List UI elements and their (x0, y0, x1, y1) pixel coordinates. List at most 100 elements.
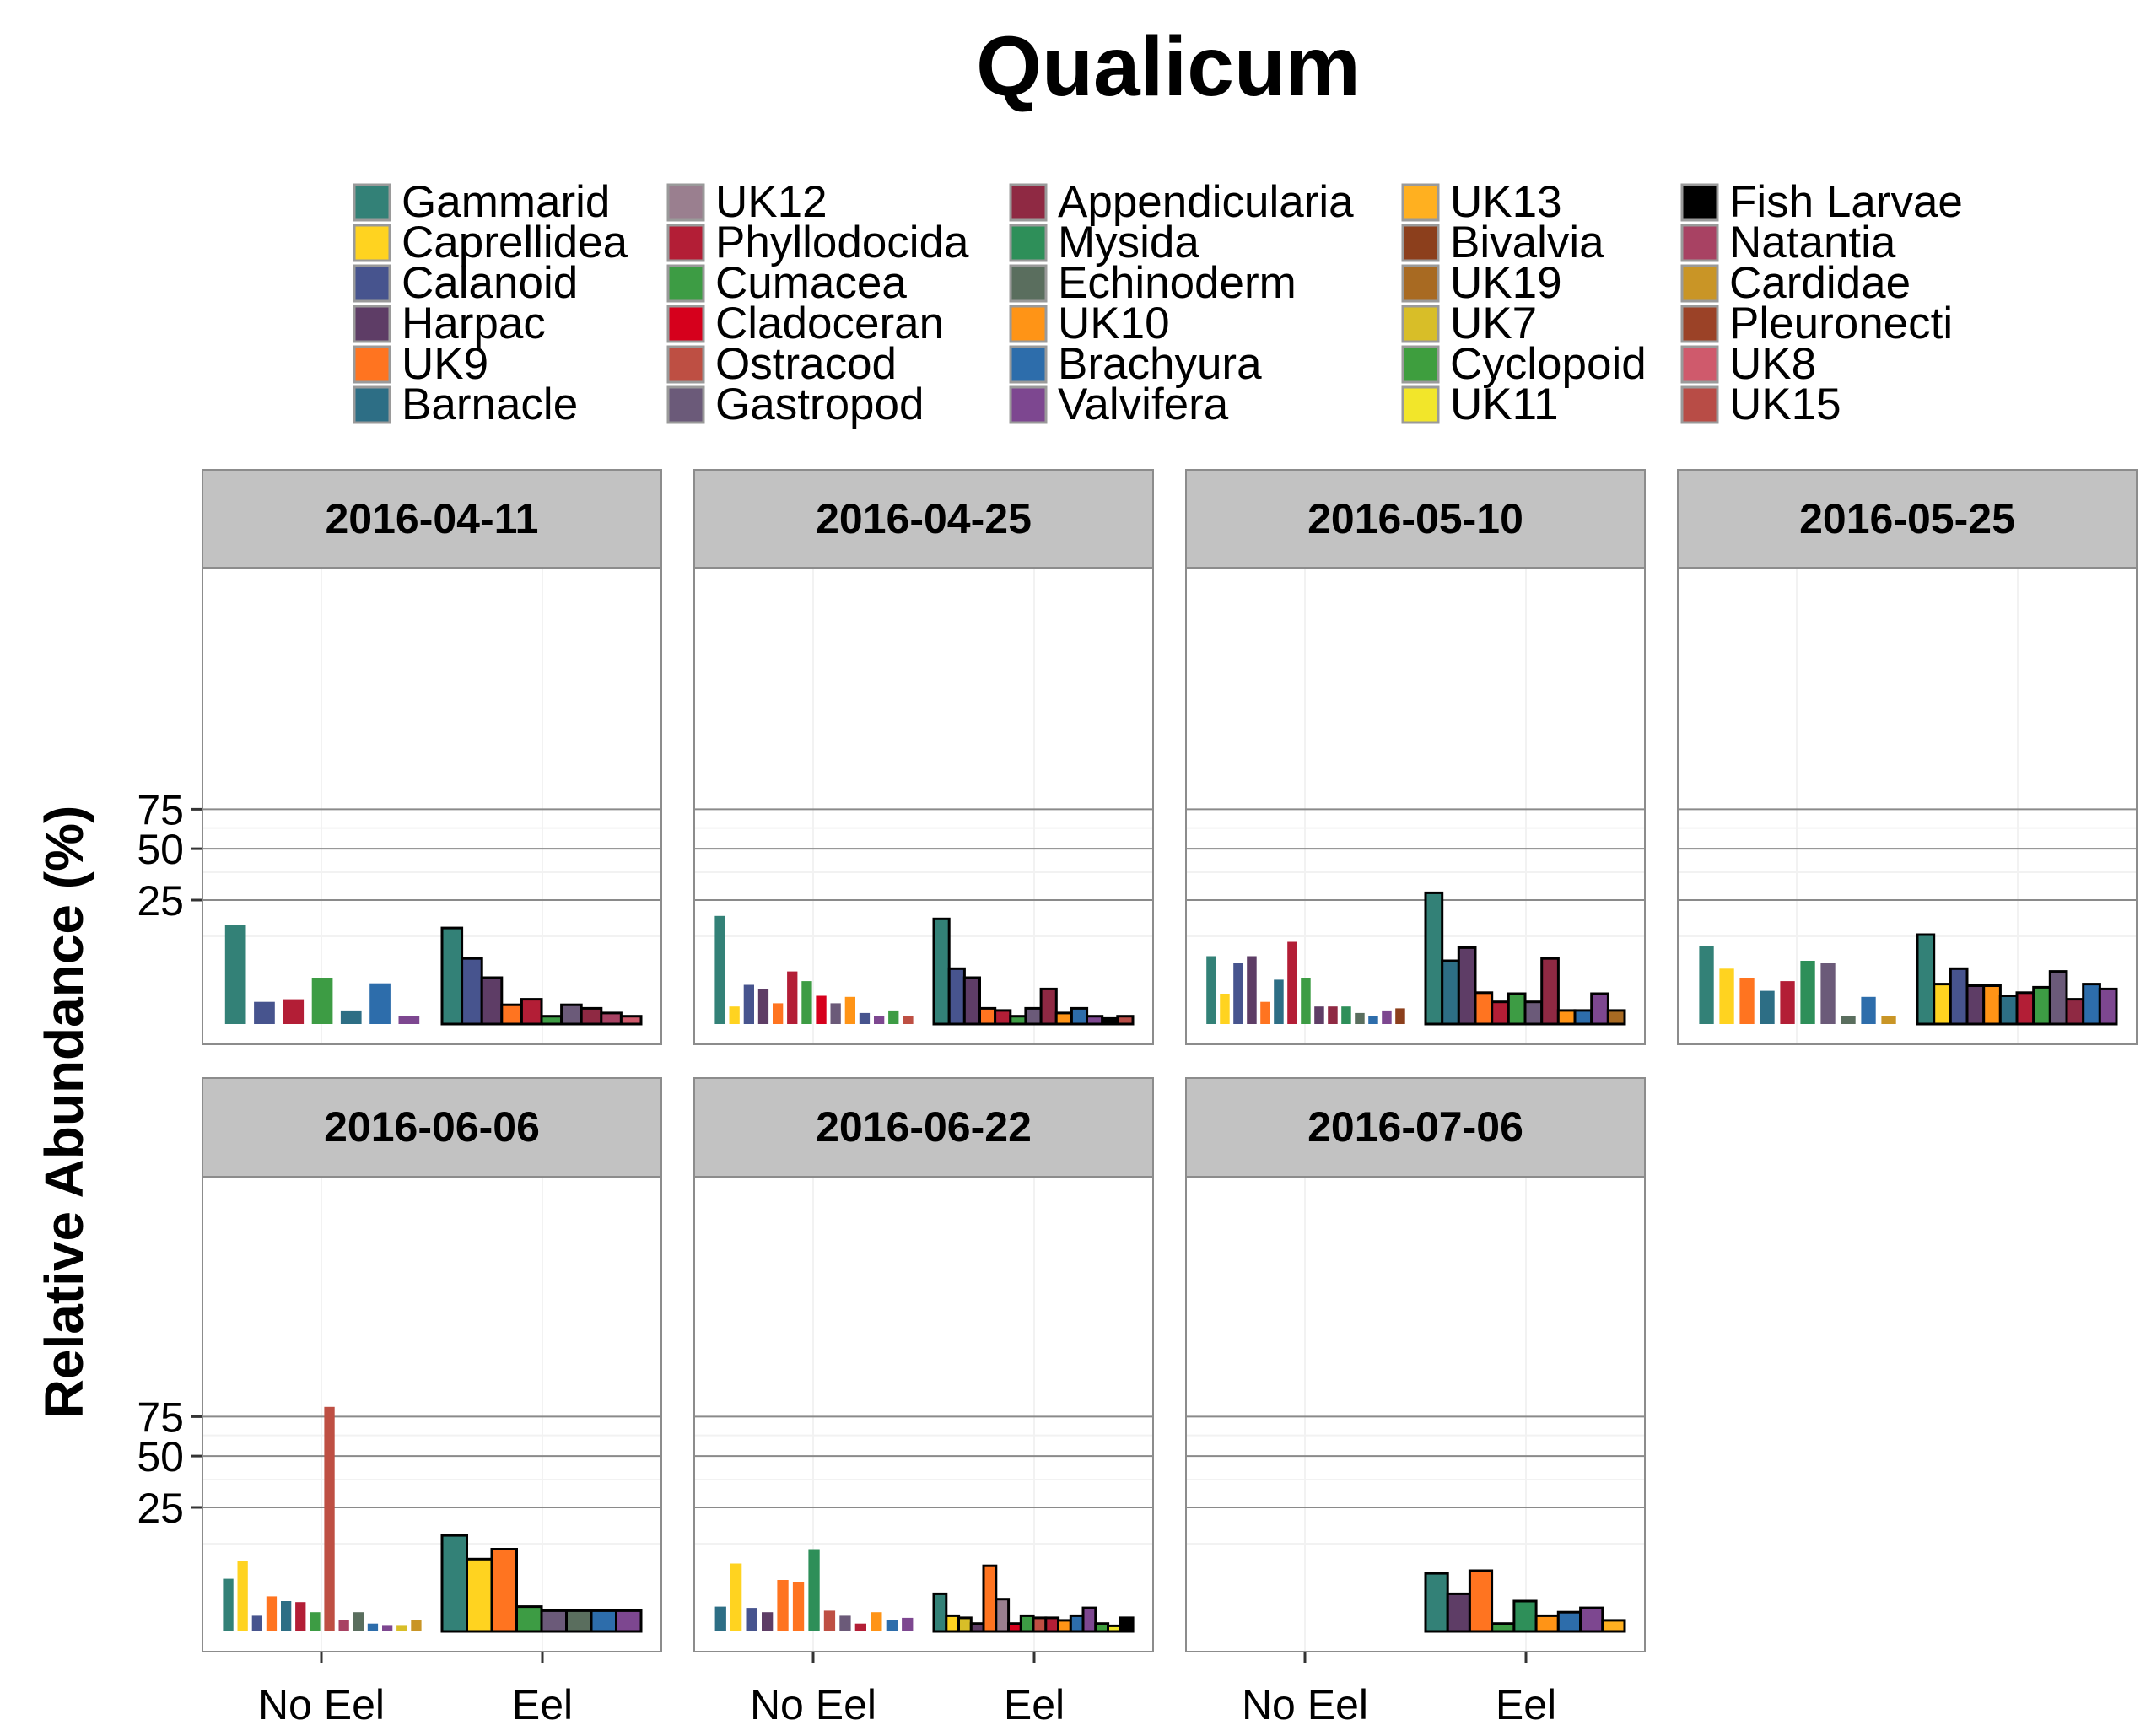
bar (787, 971, 798, 1024)
bar (1468, 1569, 1494, 1633)
bar (714, 1606, 726, 1631)
legend-label: Brachyura (1058, 339, 1262, 389)
bar-group-eel (440, 926, 643, 1026)
bar (1556, 1610, 1582, 1633)
legend-label: UK9 (402, 339, 488, 389)
legend-key (666, 224, 705, 262)
bar (777, 1580, 789, 1631)
bar (295, 1602, 306, 1631)
bar (1965, 984, 1986, 1026)
bar (466, 1557, 493, 1633)
bar (1009, 1015, 1027, 1026)
bar-group-no-eel (224, 925, 420, 1024)
bar (266, 1596, 278, 1631)
bar (888, 1010, 899, 1024)
bar (792, 1582, 805, 1631)
bar (1606, 1009, 1626, 1026)
bar (1441, 959, 1460, 1026)
bar (1368, 1016, 1378, 1024)
bar (994, 1009, 1012, 1026)
y-tick-label: 75 (137, 1394, 184, 1441)
y-axis-title: Relative Abundance (%) (34, 806, 94, 1419)
bar (2015, 991, 2035, 1026)
legend-label: Ostracod (715, 339, 897, 389)
bar (982, 1564, 998, 1633)
plot-background (202, 1177, 661, 1652)
bar (490, 1548, 518, 1633)
bar (619, 1015, 643, 1026)
facet-strip (1185, 469, 1646, 569)
bar (1086, 1015, 1104, 1026)
legend-label: Barnacle (402, 380, 578, 429)
bar (1044, 1616, 1060, 1633)
bar (1424, 1572, 1449, 1633)
legend-key (666, 305, 705, 343)
bar (1274, 979, 1284, 1024)
bar (1933, 983, 1952, 1026)
bar (1590, 992, 1609, 1026)
x-tick-label: No Eel (750, 1681, 876, 1728)
bar (560, 1003, 583, 1026)
bar (714, 915, 725, 1024)
bar (1081, 1606, 1097, 1633)
chart-title: Qualicum (976, 19, 1361, 114)
legend-key (1680, 183, 1719, 222)
legend-key (1009, 385, 1048, 424)
facet-strip-label: 2016-05-10 (1307, 495, 1523, 542)
facet-strip (202, 469, 662, 569)
legend-key (1680, 264, 1719, 303)
bar (600, 1011, 623, 1026)
legend-key (1680, 385, 1719, 424)
bar (1101, 1016, 1119, 1026)
bar (886, 1620, 898, 1631)
bar (757, 989, 769, 1024)
facet-strip-label: 2016-04-25 (816, 495, 1032, 542)
x-tick-label: No Eel (1242, 1681, 1368, 1728)
y-tick-label: 50 (137, 1433, 184, 1480)
facet-strip (1677, 469, 2138, 569)
legend-key (1009, 305, 1048, 343)
legend-key (1680, 224, 1719, 262)
bar (223, 1578, 234, 1631)
facet-panel: 2016-04-25 (693, 469, 1154, 1045)
bar (1719, 968, 1734, 1024)
bar (1206, 956, 1216, 1024)
bar-group-no-eel (714, 915, 914, 1024)
bar (1220, 994, 1230, 1024)
legend-label: UK10 (1058, 299, 1170, 348)
legend-key (353, 305, 391, 343)
legend-label: Pleuronecti (1729, 299, 1953, 348)
bar (1841, 1016, 1856, 1024)
bar (1982, 984, 2002, 1026)
facet-strip-label: 2016-06-06 (324, 1103, 540, 1151)
bar (1024, 1006, 1043, 1026)
legend-key (666, 385, 705, 424)
bar (580, 1006, 603, 1026)
legend-label: UK15 (1729, 380, 1841, 429)
legend-label: Cyclopoid (1450, 339, 1647, 389)
bar (2065, 998, 2085, 1026)
legend-key (1401, 264, 1440, 303)
bar (1314, 1006, 1324, 1024)
bar (382, 1625, 393, 1631)
bar (808, 1549, 820, 1631)
bar (1512, 1599, 1538, 1633)
bar (311, 978, 333, 1024)
bar (1457, 946, 1477, 1026)
bar (874, 1016, 885, 1024)
bar (1800, 961, 1815, 1024)
bar (1507, 992, 1527, 1026)
bar-group-eel (1424, 891, 1626, 1026)
bar (1039, 987, 1058, 1026)
bar (369, 983, 391, 1024)
bar-group-no-eel (1206, 941, 1405, 1024)
bar (1057, 1619, 1072, 1633)
panel-border (693, 1176, 1154, 1652)
bar-group-no-eel (714, 1549, 914, 1631)
bar (1881, 1016, 1896, 1024)
bar (590, 1609, 617, 1633)
bar (1760, 990, 1775, 1024)
legend-key (1401, 224, 1440, 262)
